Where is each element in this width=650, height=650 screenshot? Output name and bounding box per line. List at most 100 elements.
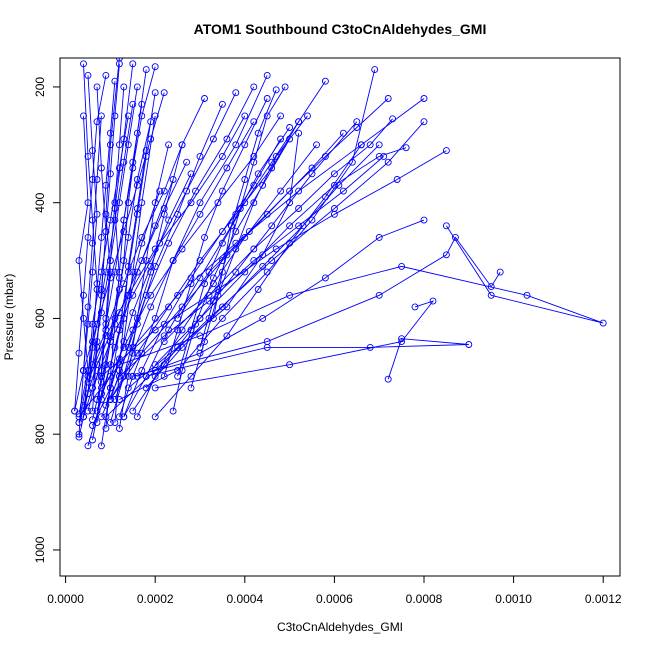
data-point [102, 181, 110, 189]
data-point [151, 89, 159, 97]
data-point [254, 286, 262, 293]
data-point [115, 413, 123, 421]
series-line [100, 115, 281, 394]
data-point [93, 343, 101, 351]
data-point [218, 152, 226, 160]
plot-area [71, 58, 607, 450]
series-line [190, 115, 308, 389]
data-point [111, 199, 119, 207]
data-point [187, 170, 195, 178]
data-point [366, 141, 374, 149]
series-line [105, 104, 143, 429]
data-point [187, 199, 195, 207]
series-line [145, 144, 380, 389]
data-point [209, 274, 217, 282]
series-line [105, 121, 425, 418]
data-point [250, 199, 258, 207]
data-point [259, 314, 267, 322]
data-point [156, 239, 164, 247]
data-point [84, 303, 92, 311]
series-line [119, 156, 384, 377]
data-point [241, 141, 249, 149]
data-point [375, 291, 383, 299]
data-point [147, 303, 155, 311]
series-46 [102, 170, 195, 409]
series-line [96, 86, 125, 423]
series-line [114, 121, 255, 400]
data-point [129, 268, 137, 276]
data-point [227, 222, 235, 230]
data-point [218, 100, 226, 108]
data-point [106, 129, 114, 137]
data-point [129, 291, 137, 299]
data-point [223, 332, 231, 340]
data-point [295, 187, 303, 195]
data-point [218, 303, 226, 311]
series-line [119, 225, 604, 366]
data-point [209, 314, 217, 322]
series-27 [115, 222, 607, 369]
series-line [154, 144, 362, 418]
x-tick-label: 0.0012 [585, 592, 622, 606]
data-point [183, 158, 191, 166]
data-point [442, 147, 450, 155]
data-point [97, 233, 105, 241]
data-point [196, 210, 204, 218]
data-point [142, 257, 150, 265]
data-point [223, 135, 231, 143]
data-point [151, 413, 159, 421]
data-point [133, 413, 141, 421]
data-point [133, 205, 141, 212]
data-point [218, 228, 226, 236]
data-point [124, 291, 132, 299]
x-tick-label: 0.0010 [495, 592, 532, 606]
data-point [84, 71, 92, 79]
data-point [115, 396, 123, 403]
x-tick-label: 0.0004 [226, 592, 263, 606]
data-point [142, 147, 150, 155]
x-axis-label: C3toCnAldehydes_GMI [277, 620, 403, 634]
data-point [178, 141, 186, 149]
series-line [87, 98, 205, 377]
data-point [218, 268, 226, 276]
data-point [93, 407, 101, 415]
data-point [218, 187, 226, 195]
data-point [214, 199, 222, 207]
data-point [129, 309, 137, 317]
data-point [277, 187, 285, 195]
x-axis: 0.0000 0.0002 0.0004 0.0006 0.0008 0.0010 0.00… [47, 575, 622, 606]
data-point [263, 71, 271, 79]
data-point [80, 367, 87, 374]
data-point [165, 239, 173, 247]
data-point [97, 286, 105, 293]
data-point [89, 320, 96, 328]
series-line [87, 115, 246, 383]
data-point [124, 262, 132, 270]
data-point [97, 372, 105, 380]
data-point [223, 251, 231, 259]
data-point [295, 129, 303, 137]
data-point [75, 349, 83, 357]
data-point [133, 83, 141, 91]
data-point [89, 239, 96, 247]
series-line [119, 69, 376, 400]
data-point [366, 343, 374, 351]
data-point [151, 63, 159, 71]
series-63 [84, 77, 119, 398]
data-point [263, 210, 271, 218]
data-point [178, 326, 186, 334]
data-point [106, 372, 114, 380]
data-point [115, 286, 123, 293]
series-line [92, 63, 120, 412]
data-point [80, 314, 87, 322]
data-point [84, 442, 92, 450]
data-point [111, 396, 119, 403]
data-point [241, 268, 249, 276]
data-point [232, 228, 240, 236]
data-point [89, 268, 96, 276]
data-point [129, 164, 137, 172]
data-point [93, 118, 101, 126]
data-point [93, 286, 101, 293]
series-line [212, 89, 277, 319]
